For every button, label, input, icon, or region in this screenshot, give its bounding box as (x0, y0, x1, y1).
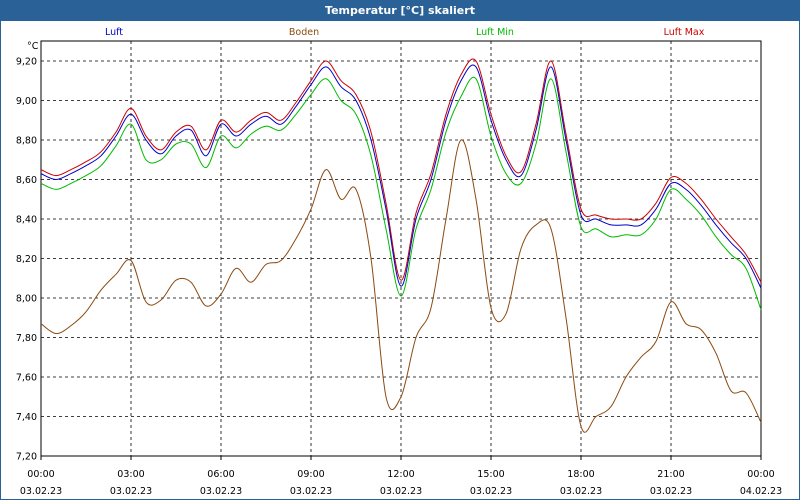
y-tick-label: 7,20 (16, 452, 37, 463)
x-tick-time: 03:00 (117, 469, 144, 480)
x-tick-time: 21:00 (657, 469, 684, 480)
x-tick-date: 04.02.23 (740, 486, 782, 497)
y-tick-label: 7,80 (16, 333, 37, 344)
legend-item-boden: Boden (289, 27, 319, 38)
x-tick-date: 03.02.23 (560, 486, 602, 497)
x-tick-time: 09:00 (297, 469, 324, 480)
x-tick-date: 03.02.23 (470, 486, 512, 497)
x-tick-date: 03.02.23 (380, 486, 422, 497)
y-tick-label: 8,20 (16, 254, 37, 265)
y-axis-ticks: 9,20 9,00 8,80 8,60 8,40 8,20 8,00 7,80 7,60 7,40… (16, 57, 37, 463)
y-tick-label: 7,60 (16, 373, 37, 384)
x-tick-date: 03.02.23 (20, 486, 62, 497)
series-lines (40, 58, 762, 433)
legend: Luft Boden Luft Min Luft Max (105, 27, 705, 38)
legend-item-luft: Luft (105, 27, 123, 38)
y-axis-label: °C (27, 41, 39, 52)
series-line-luft-min (40, 76, 762, 310)
x-axis-ticks: 00:00 03.02.23 03:00 03.02.23 06:00 03.02.23 0… (20, 456, 782, 497)
y-tick-label: 9,00 (16, 96, 37, 107)
x-tick-time: 15:00 (477, 469, 504, 480)
x-tick-time: 00:00 (747, 469, 774, 480)
x-tick-date: 03.02.23 (200, 486, 242, 497)
y-tick-label: 9,20 (16, 57, 37, 68)
x-tick-time: 06:00 (207, 469, 234, 480)
x-tick-time: 00:00 (27, 469, 54, 480)
series-line-luft (40, 64, 762, 289)
series-line-luft-max (40, 58, 762, 283)
y-tick-label: 7,40 (16, 412, 37, 423)
grid (41, 41, 761, 457)
x-tick-time: 18:00 (567, 469, 594, 480)
y-tick-label: 8,00 (16, 294, 37, 305)
series-line-boden (40, 139, 762, 433)
x-tick-date: 03.02.23 (110, 486, 152, 497)
y-tick-label: 8,40 (16, 215, 37, 226)
x-tick-date: 03.02.23 (650, 486, 692, 497)
x-tick-time: 12:00 (387, 469, 414, 480)
y-tick-label: 8,80 (16, 136, 37, 147)
legend-item-luft-max: Luft Max (664, 27, 705, 38)
y-tick-label: 8,60 (16, 175, 37, 186)
legend-item-luft-min: Luft Min (476, 27, 514, 38)
x-tick-date: 03.02.23 (290, 486, 332, 497)
chart-title: Temperatur [°C] skaliert (1, 1, 799, 21)
